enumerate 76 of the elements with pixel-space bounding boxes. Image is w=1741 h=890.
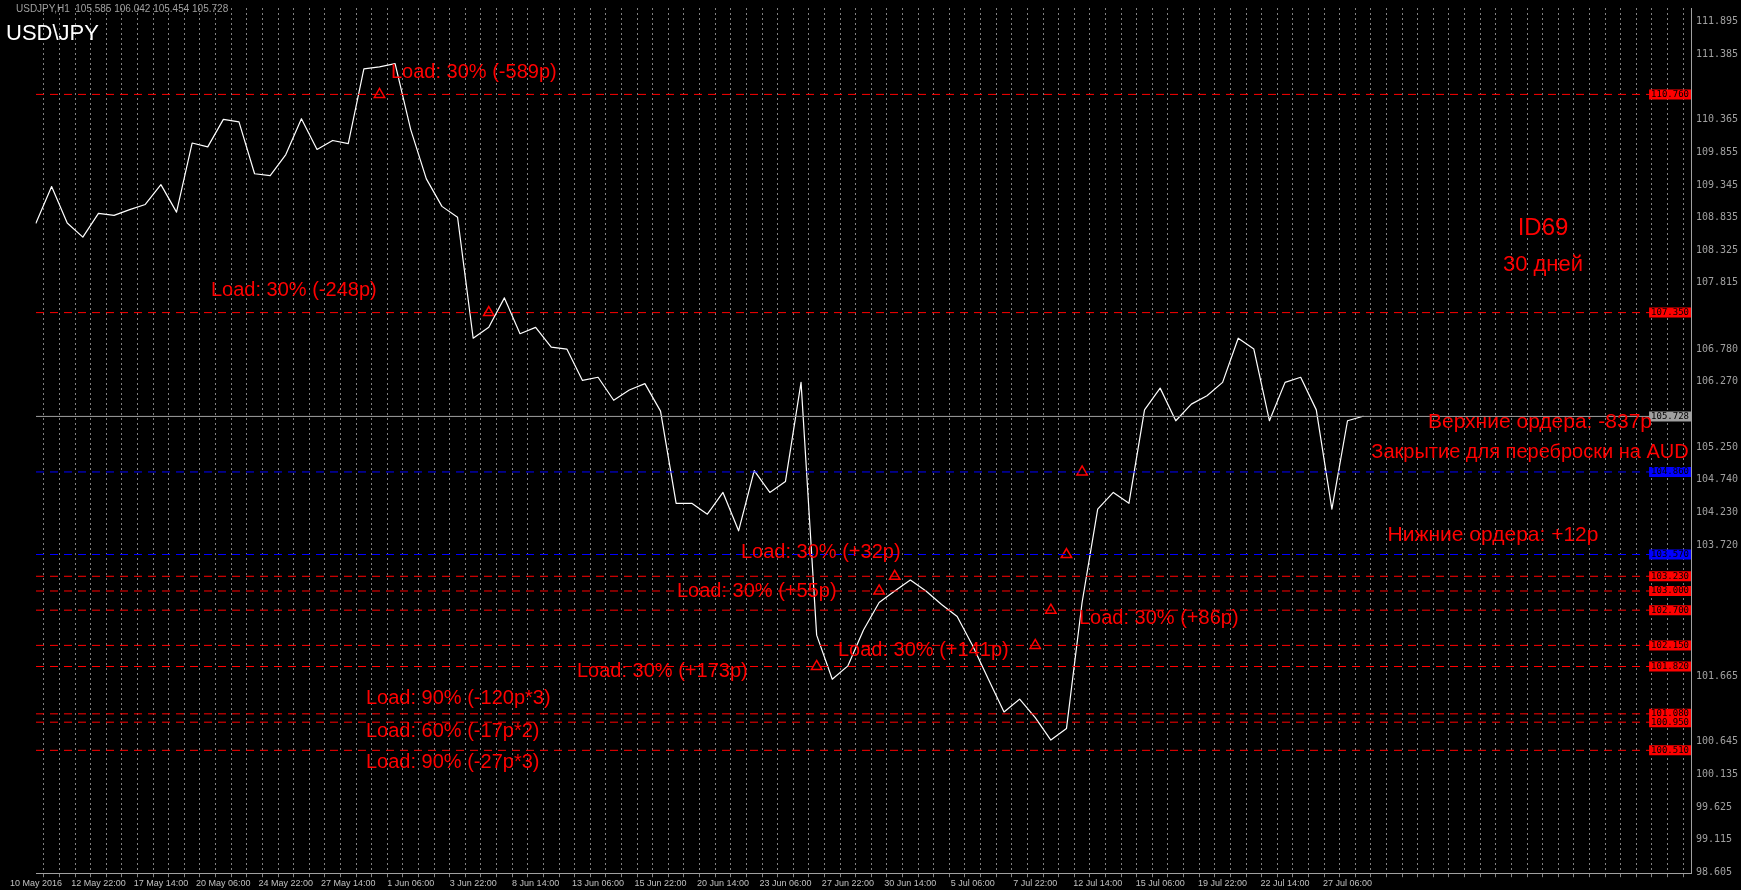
ref-line-label: 110.760	[1651, 88, 1689, 99]
annotation: Load: 90% (-120p*3)	[366, 685, 551, 708]
x-tick-label: 22 Jul 14:00	[1260, 878, 1310, 889]
y-tick-label: 109.345	[1696, 178, 1739, 190]
y-tick-label: 108.835	[1696, 211, 1739, 223]
x-tick-label: 5 Jul 06:00	[950, 878, 995, 889]
point	[873, 584, 886, 595]
x-tick-label: 13 Jun 06:00	[572, 878, 625, 889]
y-tick-label: 109.855	[1696, 145, 1739, 157]
x-tick-label: 12 Jul 14:00	[1073, 878, 1123, 889]
point	[482, 305, 495, 317]
y-tick-label: 107.815	[1696, 276, 1739, 288]
x-tick-label: 23 Jun 06:00	[759, 878, 812, 889]
ref-line-label: 104.860	[1651, 466, 1689, 477]
x-tick-label: 10 May 2016	[9, 878, 63, 889]
annotation: ID69	[1517, 212, 1569, 240]
annotation: Load: 30% (+86p)	[1079, 605, 1239, 628]
annotation: Load: 30% (+173p)	[577, 658, 748, 681]
text: USD\JPY	[6, 20, 100, 46]
x-tick-label: 3 Jun 22:00	[449, 878, 497, 889]
ref-line-label: 102.700	[1651, 604, 1689, 615]
point	[1029, 638, 1042, 650]
ref-line-label: 102.150	[1651, 639, 1689, 650]
x-tick-label: 15 Jul 06:00	[1135, 878, 1185, 889]
annotation: Load: 30% (-248p)	[211, 277, 377, 300]
y-tick-label: 98.605	[1696, 865, 1733, 877]
point	[810, 659, 823, 671]
y-tick-label: 103.720	[1696, 538, 1739, 550]
ref-line-label: 103.570	[1651, 548, 1689, 559]
ref-line-label: 107.350	[1651, 306, 1689, 317]
y-tick-label: 111.895	[1696, 15, 1739, 27]
y-tick-label: 110.365	[1696, 113, 1739, 125]
y-tick-label: 106.270	[1696, 375, 1739, 387]
x-tick-label: 19 Jul 22:00	[1198, 878, 1248, 889]
ref-line-label: 105.728	[1651, 410, 1689, 421]
x-tick-label: 15 Jun 22:00	[634, 878, 687, 889]
y-tick-label: 101.665	[1696, 670, 1739, 682]
ref-line-label: 101.820	[1651, 660, 1689, 671]
y-tick-label: 100.135	[1696, 767, 1739, 779]
x-tick-label: 1 Jun 06:00	[387, 878, 435, 889]
point	[888, 569, 901, 581]
ref-line-label: 103.230	[1651, 570, 1689, 581]
point	[1060, 547, 1073, 559]
x-tick-label: 24 May 22:00	[258, 878, 314, 889]
ref-line-label: 100.510	[1651, 744, 1689, 755]
annotation: Закрытие для переброски на AUD	[1371, 439, 1689, 462]
x-tick-label: 20 Jun 14:00	[696, 878, 749, 889]
x-tick-label: 27 Jun 22:00	[821, 878, 874, 889]
ref-line-label: 100.950	[1651, 716, 1689, 727]
y-tick-label: 106.780	[1696, 342, 1739, 354]
annotation: 30 дней	[1502, 251, 1584, 277]
x-tick-label: 17 May 14:00	[133, 878, 189, 889]
x-tick-label: 7 Jul 22:00	[1013, 878, 1058, 889]
annotation: Load: 60% (-17p*2)	[366, 718, 540, 741]
annotation: Нижние ордера: +12p	[1387, 521, 1599, 545]
chart-subtitle: USDJPY,H1 105.585 106.042 105.454 105.728	[16, 2, 229, 14]
y-tick-label: 99.115	[1696, 833, 1733, 845]
y-tick-label: 100.645	[1696, 735, 1739, 747]
ref-line-label: 101.080	[1651, 708, 1689, 719]
x-tick-label: 30 Jun 14:00	[884, 878, 937, 889]
point	[1076, 465, 1089, 476]
y-tick-label: 104.230	[1696, 505, 1739, 517]
point	[373, 87, 386, 99]
y-tick-label: 105.250	[1696, 440, 1739, 452]
x-tick-label: 27 May 14:00	[320, 878, 376, 889]
ref-line-label: 103.000	[1651, 585, 1689, 596]
x-tick-label: 27 Jul 06:00	[1322, 878, 1373, 889]
annotation: Load: 90% (-27p*3)	[366, 749, 540, 772]
x-tick-label: 20 May 06:00	[196, 878, 251, 889]
y-tick-label: 99.625	[1696, 800, 1733, 812]
y-tick-label: 111.385	[1696, 47, 1739, 59]
point	[1044, 603, 1057, 614]
x-tick-label: 8 Jun 14:00	[512, 878, 560, 889]
y-tick-label: 108.325	[1696, 243, 1739, 255]
x-tick-label: 12 May 22:00	[71, 878, 126, 889]
y-tick-label: 104.740	[1696, 473, 1739, 485]
